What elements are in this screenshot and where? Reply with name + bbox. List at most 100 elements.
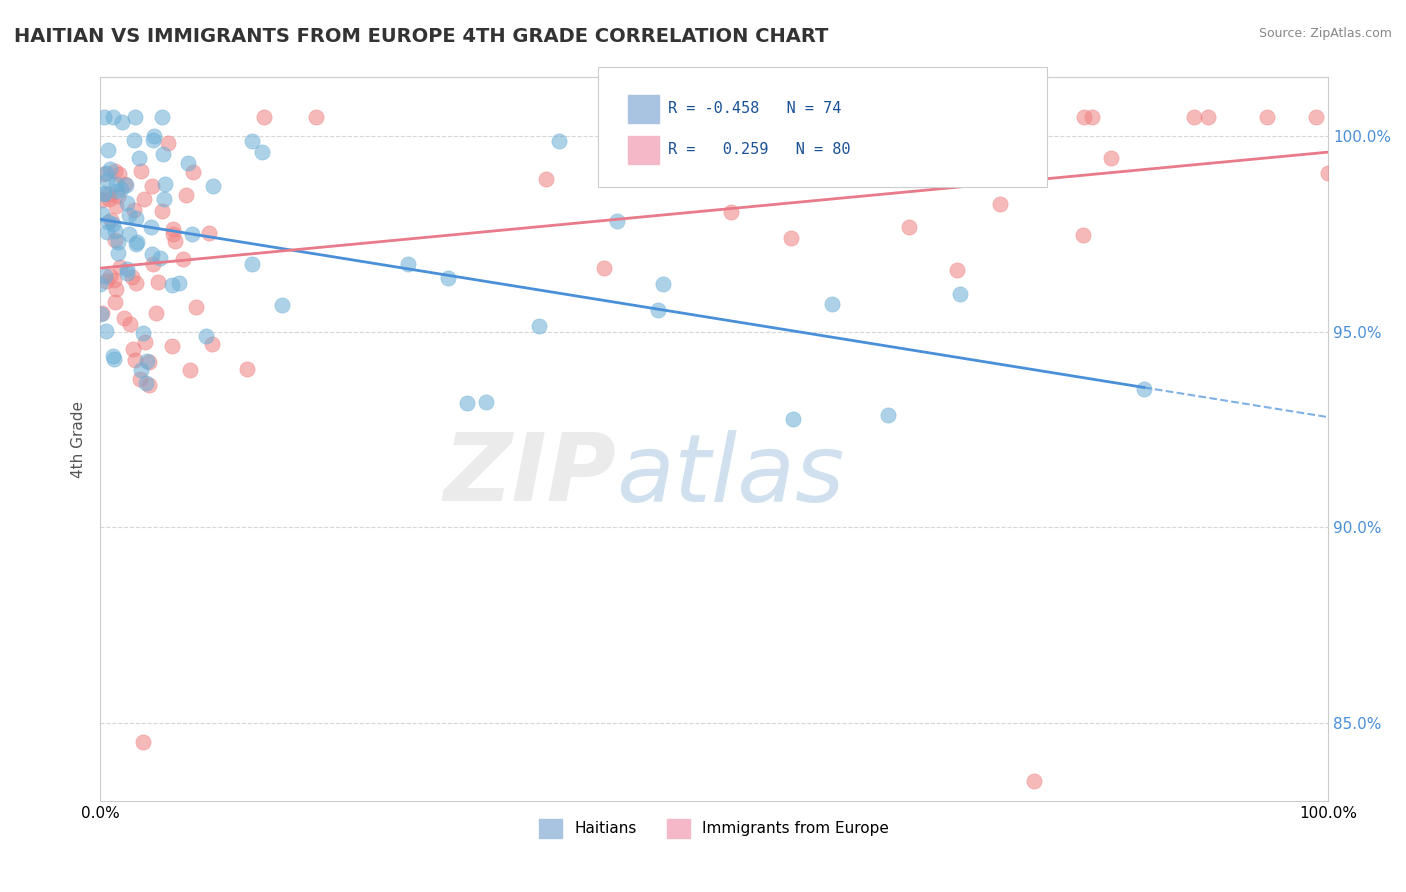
Point	[114, 178, 136, 192]
Point	[152, 193, 174, 207]
Point	[98, 268, 121, 283]
Point	[820, 297, 842, 311]
Point	[107, 188, 129, 202]
Point	[94, 166, 117, 180]
Point	[98, 162, 121, 177]
Text: HAITIAN VS IMMIGRANTS FROM EUROPE 4TH GRADE CORRELATION CHART: HAITIAN VS IMMIGRANTS FROM EUROPE 4TH GR…	[14, 27, 828, 45]
Point	[988, 196, 1011, 211]
Point	[97, 186, 120, 201]
Point	[139, 219, 162, 234]
Point	[132, 735, 155, 749]
Point	[720, 205, 742, 219]
Point	[90, 307, 112, 321]
Point	[96, 225, 118, 239]
Point	[127, 235, 149, 249]
Point	[198, 226, 221, 240]
Point	[202, 179, 225, 194]
Point	[136, 354, 159, 368]
Point	[103, 349, 125, 363]
Point	[270, 298, 292, 312]
Point	[124, 110, 146, 124]
Point	[93, 187, 115, 202]
Point	[1080, 110, 1102, 124]
Point	[949, 286, 972, 301]
Point	[305, 110, 328, 124]
Point	[118, 227, 141, 241]
Point	[90, 207, 112, 221]
Point	[105, 184, 128, 198]
Point	[152, 204, 174, 219]
Point	[181, 227, 204, 241]
Point	[1101, 151, 1123, 165]
Point	[101, 217, 124, 231]
Point	[150, 110, 173, 124]
Point	[93, 110, 115, 124]
Point	[104, 224, 127, 238]
Point	[534, 172, 557, 186]
Point	[396, 257, 419, 271]
Point	[105, 178, 128, 192]
Point	[122, 133, 145, 147]
Point	[108, 167, 131, 181]
Point	[941, 110, 963, 124]
Point	[124, 352, 146, 367]
Point	[647, 303, 669, 318]
Point	[529, 319, 551, 334]
Point	[142, 133, 165, 147]
Y-axis label: 4th Grade: 4th Grade	[72, 401, 86, 477]
Text: Source: ZipAtlas.com: Source: ZipAtlas.com	[1258, 27, 1392, 40]
Point	[1182, 110, 1205, 124]
Point	[103, 163, 125, 178]
Point	[107, 245, 129, 260]
Point	[145, 306, 167, 320]
Text: ZIP: ZIP	[443, 429, 616, 521]
Point	[766, 168, 789, 182]
Point	[475, 394, 498, 409]
Point	[103, 273, 125, 287]
Point	[93, 186, 115, 200]
Point	[157, 136, 180, 150]
Point	[664, 138, 686, 153]
Point	[112, 311, 135, 326]
Point	[135, 376, 157, 390]
Point	[169, 276, 191, 290]
Point	[141, 179, 163, 194]
Point	[1197, 110, 1219, 124]
Point	[93, 167, 115, 181]
Point	[631, 118, 654, 132]
Point	[652, 277, 675, 291]
Point	[104, 233, 127, 247]
Point	[174, 187, 197, 202]
Point	[107, 235, 129, 249]
Legend: Haitians, Immigrants from Europe: Haitians, Immigrants from Europe	[533, 813, 896, 844]
Point	[97, 192, 120, 206]
Point	[1317, 166, 1340, 180]
Point	[93, 268, 115, 283]
Point	[91, 194, 114, 208]
Point	[779, 231, 801, 245]
Point	[96, 275, 118, 289]
Point	[877, 409, 900, 423]
Point	[794, 155, 817, 169]
Point	[828, 110, 851, 124]
Point	[548, 134, 571, 148]
Point	[152, 147, 174, 161]
Point	[184, 301, 207, 315]
Point	[866, 158, 889, 172]
Point	[910, 118, 932, 132]
Point	[134, 334, 156, 349]
Point	[115, 262, 138, 277]
Point	[90, 306, 112, 320]
Point	[201, 336, 224, 351]
Point	[128, 151, 150, 165]
Point	[1071, 227, 1094, 242]
Point	[121, 269, 143, 284]
Point	[250, 145, 273, 160]
Point	[437, 270, 460, 285]
Point	[96, 324, 118, 338]
Point	[129, 372, 152, 386]
Point	[110, 182, 132, 196]
Point	[141, 247, 163, 261]
Point	[153, 178, 176, 192]
Point	[122, 203, 145, 218]
